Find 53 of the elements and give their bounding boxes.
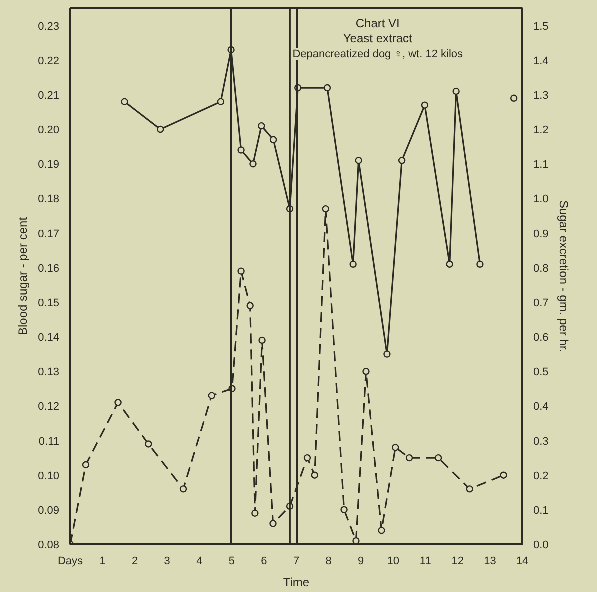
y-tick-label: 0.16: [38, 262, 60, 275]
x-tick-label: 1: [100, 556, 106, 568]
y-tick-label: 0.08: [38, 540, 60, 552]
x-tick-label: 3: [164, 556, 170, 568]
y2-tick-label: 0.7: [534, 297, 549, 310]
y2-tick-label: 1.5: [534, 20, 549, 33]
y2-tick-label: 0.9: [534, 228, 549, 240]
y2-tick-label: 0.6: [534, 332, 549, 344]
y-tick-label: 0.10: [38, 470, 60, 482]
x-tick-label: 8: [326, 556, 332, 568]
x-tick-label: 11: [420, 556, 432, 568]
y2-tick-label: 0.3: [534, 436, 549, 448]
y-tick-label: 0.19: [38, 159, 60, 172]
y2-tick-label: 0.8: [534, 262, 549, 275]
y-tick-label: 0.18: [38, 194, 60, 206]
y-tick-label: 0.17: [38, 228, 60, 240]
x-tick-label: 9: [358, 556, 364, 568]
text: Chart VI: [356, 16, 400, 30]
y-tick-label: 0.12: [38, 401, 60, 414]
y2-tick-label: 0.4: [534, 401, 549, 414]
y-tick-label: 0.21: [38, 90, 60, 102]
y2-tick-label: 0.2: [534, 470, 549, 482]
x-tick-label: 14: [516, 556, 529, 568]
x-tick-label: 13: [484, 556, 496, 568]
x-tick-label: 6: [261, 556, 268, 568]
y2-tick-label: 0.5: [534, 366, 549, 379]
y2-tick-label: 0.1: [534, 504, 549, 517]
y-tick-label: 0.23: [38, 20, 60, 33]
x-axis-title: Time: [283, 576, 310, 590]
y2-tick-label: 1.1: [534, 159, 549, 172]
y2-axis-title: Sugar excretion - gm. per hr.: [556, 200, 571, 353]
y-tick-label: 0.11: [38, 436, 60, 448]
y-tick-label: 0.20: [38, 124, 60, 137]
y-tick-label: 0.15: [38, 297, 60, 310]
x-tick-label: 4: [196, 556, 203, 568]
x-tick-label: 7: [293, 556, 300, 568]
x-tick-label: Days: [58, 556, 84, 568]
y2-tick-label: 1.2: [534, 124, 549, 137]
x-tick-label: 10: [387, 556, 400, 568]
text: Yeast extract: [343, 32, 413, 46]
y-tick-label: 0.22: [38, 55, 60, 68]
y-tick-label: 0.09: [38, 504, 60, 517]
y2-tick-label: 0.0: [534, 540, 549, 552]
y2-tick-label: 1.0: [534, 194, 549, 206]
y2-tick-label: 1.3: [534, 90, 549, 102]
y-tick-label: 0.14: [38, 332, 60, 344]
x-tick-label: 12: [452, 556, 464, 568]
y-tick-label: 0.13: [38, 366, 60, 379]
annotation: Depancreatized dog ♀, wt. 12 kilos: [292, 48, 464, 60]
y2-tick-label: 1.4: [534, 55, 549, 68]
x-tick-label: 5: [228, 556, 235, 568]
y-axis-title: Blood sugar - per cent: [16, 216, 30, 336]
x-tick-label: 2: [132, 556, 138, 568]
